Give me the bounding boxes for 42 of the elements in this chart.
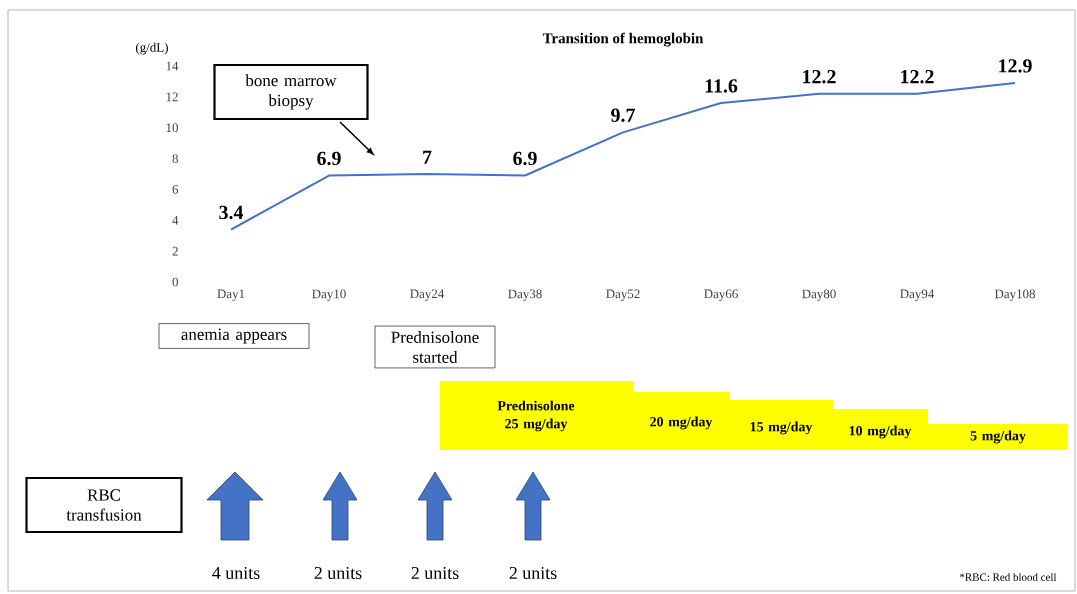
data-label: 3.4 xyxy=(219,205,244,220)
y-axis-title: (g/dL) xyxy=(135,42,168,55)
text: Prednisolone 25 mg/day xyxy=(497,400,575,432)
data-label: 11.6 xyxy=(705,79,738,93)
data-label: 12.2 xyxy=(803,69,836,84)
y-tick-label: 12 xyxy=(166,92,178,102)
text: 5 mg/day xyxy=(970,430,1026,444)
data-label: 6.9 xyxy=(513,151,537,166)
data-label: 6.9 xyxy=(317,151,341,166)
x-tick-label: Day108 xyxy=(994,289,1036,301)
text: RBC transfusion xyxy=(66,489,142,521)
data-label: 12.2 xyxy=(901,69,934,84)
y-tick-label: 10 xyxy=(166,123,178,133)
text: *RBC: Red blood cell xyxy=(959,573,1057,581)
x-tick-label: Day10 xyxy=(312,289,346,301)
text: anemia appears xyxy=(181,328,287,344)
y-tick-label: 14 xyxy=(166,61,179,71)
x-tick-label: Day94 xyxy=(900,289,935,301)
y-tick-label: 0 xyxy=(172,277,178,287)
text: 15 mg/day xyxy=(750,421,813,435)
text: 2 units xyxy=(411,566,459,580)
annotation: bone marrow biopsy xyxy=(245,74,337,110)
data-label: 9.7 xyxy=(611,108,635,123)
y-tick-label: 8 xyxy=(172,154,178,163)
y-tick-label: 6 xyxy=(172,185,179,194)
chart-title: Transition of hemoglobin xyxy=(542,32,704,47)
data-label: 12.9 xyxy=(999,59,1032,73)
text: 2 units xyxy=(509,566,557,580)
text: 10 mg/day xyxy=(849,425,912,439)
x-tick-label: Day66 xyxy=(704,289,738,301)
text: 2 units xyxy=(314,566,362,580)
x-tick-label: Day38 xyxy=(508,289,542,301)
x-tick-label: Day24 xyxy=(410,289,445,301)
y-tick-label: 4 xyxy=(172,216,179,225)
y-tick-label: 2 xyxy=(172,246,178,256)
x-tick-label: Day52 xyxy=(606,289,640,301)
data-label: 7 xyxy=(423,150,432,164)
text: 4 units xyxy=(212,566,260,580)
text: Prednisolone started xyxy=(391,331,479,363)
text: 20 mg/day xyxy=(650,416,713,430)
x-tick-label: Day1 xyxy=(217,289,245,301)
x-tick-label: Day80 xyxy=(802,289,836,301)
